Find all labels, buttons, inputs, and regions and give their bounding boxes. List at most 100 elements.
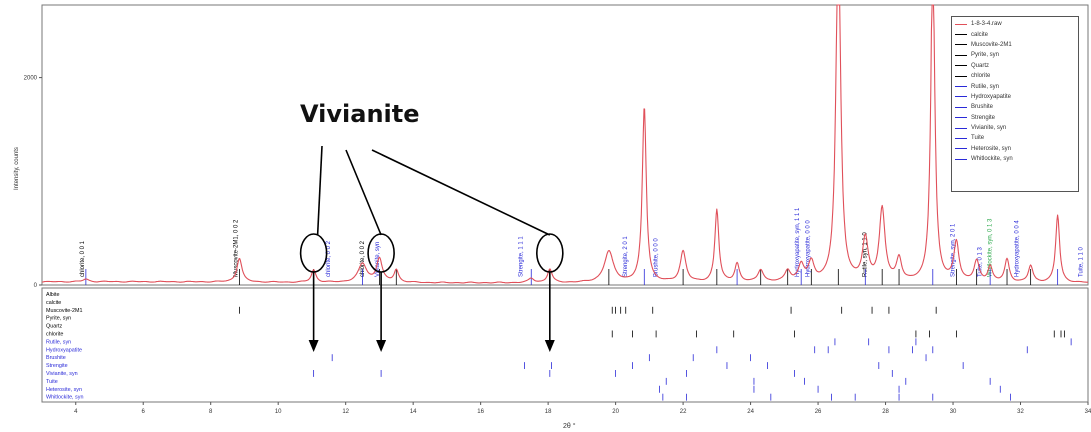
- reference-pattern-name: Heterosite, syn: [46, 387, 82, 393]
- legend-swatch: [955, 75, 967, 77]
- legend-label: Rutile, syn: [971, 83, 1000, 90]
- x-tick-label: 34: [1085, 409, 1091, 415]
- y-axis: 0 2000: [24, 76, 42, 289]
- x-axis-label: 2θ °: [563, 422, 576, 430]
- legend-swatch: [955, 106, 967, 108]
- x-tick-label: 26: [815, 409, 822, 415]
- peak-label: Hydroxyapatite, 0 0 0: [805, 220, 811, 277]
- reference-pattern-name: Rutile, syn: [46, 339, 71, 345]
- x-tick-label: 20: [612, 409, 619, 415]
- legend-entry: 1-8-3-4.raw: [955, 19, 1075, 29]
- legend-swatch: [955, 65, 967, 67]
- peak-label: Hydroxyapatite, syn, 1 1 1: [795, 207, 801, 277]
- chart-legend: 1-8-3-4.raw calcite Muscovite-2M1 Pyrite, s…: [951, 16, 1079, 192]
- x-tick-label: 28: [882, 409, 889, 415]
- peak-label: Brushite, 0 0 0: [653, 238, 659, 277]
- reference-pattern-name: calcite: [46, 300, 61, 306]
- y-tick-label: 0: [34, 283, 38, 289]
- reference-pattern-frame: [41, 287, 1089, 403]
- legend-entry: Quartz: [955, 61, 1075, 71]
- legend-entry: Hydroxyapatite: [955, 92, 1075, 102]
- x-tick-label: 32: [1017, 409, 1024, 415]
- reference-pattern-name: Albite: [46, 292, 60, 298]
- reference-pattern-name: Strengite: [46, 363, 68, 369]
- annotation-pointer-line: [345, 149, 382, 236]
- legend-label: Quartz: [971, 62, 990, 69]
- annotation-arrow-head: [544, 340, 555, 352]
- legend-label: Vivianite, syn: [971, 125, 1007, 132]
- legend-swatch: [955, 54, 967, 56]
- reference-pattern-name: Muscovite-2M1: [46, 308, 83, 314]
- annotation-arrow-head: [308, 340, 319, 352]
- legend-swatch: [955, 117, 967, 119]
- peak-label: Muscovite-2M1, 0 0 2: [233, 219, 239, 277]
- x-tick-label: 24: [747, 409, 754, 415]
- legend-swatch: [955, 96, 967, 98]
- annotation-arrow-head: [376, 340, 387, 352]
- legend-swatch: [955, 148, 967, 150]
- annotation-pointer-line: [316, 145, 323, 236]
- peak-labels: chlorite, 0 0 1 Muscovite-2M1, 0 0 2 chlor…: [80, 207, 1085, 277]
- legend-swatch: [955, 44, 967, 46]
- legend-label: Brushite: [971, 104, 994, 111]
- legend-label: Tuite: [971, 135, 985, 142]
- stick-pattern: [85, 269, 1059, 285]
- legend-label: Heterosite, syn: [971, 145, 1012, 152]
- legend-entry: Vivianite, syn: [955, 123, 1075, 133]
- y-axis-label: Intensity, counts: [14, 147, 20, 190]
- legend-label: chlorite: [971, 73, 991, 80]
- x-tick-label: 10: [275, 409, 282, 415]
- legend-label: 1-8-3-4.raw: [971, 21, 1002, 28]
- legend-entry: chlorite: [955, 71, 1075, 81]
- reference-pattern-name: Tuite: [46, 379, 58, 385]
- legend-swatch: [955, 158, 967, 160]
- legend-entry: Pyrite, syn: [955, 50, 1075, 60]
- x-tick-label: 8: [209, 409, 213, 415]
- reference-pattern-name: chlorite: [46, 332, 63, 338]
- plot-area-frame: [41, 4, 1089, 286]
- legend-swatch: [955, 137, 967, 139]
- legend-label: Strengite: [971, 114, 996, 121]
- reference-pattern-name: Whitlockite, syn: [46, 395, 83, 401]
- x-axis: 4 6 8 10 12 14 16 18 20 22 24 26 28 30 32 34: [74, 402, 1091, 415]
- legend-label: Hydroxyapatite: [971, 93, 1012, 100]
- legend-label: Muscovite-2M1: [971, 41, 1012, 48]
- legend-label: Pyrite, syn: [971, 52, 1000, 59]
- vivianite-annotation-label: Vivianite: [300, 100, 420, 128]
- legend-entry: Strengite: [955, 113, 1075, 123]
- x-tick-label: 18: [545, 409, 552, 415]
- reference-pattern-name: Pyrite, syn: [46, 316, 71, 322]
- reference-lines: [238, 306, 1072, 401]
- x-tick-label: 16: [477, 409, 484, 415]
- vivianite-annotation: [299, 145, 564, 352]
- peak-label: chlorite, 0 0 2: [326, 240, 332, 277]
- legend-label: calcite: [971, 31, 989, 38]
- peak-label: Hydroxyapatite, 0 0 4: [1015, 220, 1021, 277]
- reference-pattern-name: Brushite: [46, 355, 66, 361]
- reference-pattern-name: Hydroxyapatite: [46, 347, 82, 353]
- peak-label: Rutile, syn, 1 1 0: [863, 232, 869, 277]
- legend-entry: Heterosite, syn: [955, 144, 1075, 154]
- diffraction-trace: [41, 4, 1088, 284]
- x-tick-label: 6: [142, 409, 146, 415]
- legend-swatch: [955, 127, 967, 129]
- peak-label: chlorite, 0 0 1: [80, 240, 86, 277]
- legend-entry: calcite: [955, 29, 1075, 39]
- annotation-pointer-line: [371, 149, 551, 236]
- legend-entry: Muscovite-2M1: [955, 40, 1075, 50]
- peak-label: Strengite, syn, 2 0 1: [950, 223, 956, 277]
- legend-swatch: [955, 34, 967, 36]
- legend-entry: Rutile, syn: [955, 81, 1075, 91]
- x-tick-label: 4: [74, 409, 78, 415]
- legend-entry: Brushite: [955, 102, 1075, 112]
- reference-pattern-name: Vivianite, syn: [46, 371, 78, 377]
- legend-entry: Tuite: [955, 133, 1075, 143]
- x-tick-label: 22: [680, 409, 687, 415]
- x-tick-label: 14: [410, 409, 417, 415]
- peak-label: chlorite, 0 0 2: [360, 240, 366, 277]
- reference-pattern-names: Albite calcite Muscovite-2M1 Pyrite, syn Qua…: [46, 292, 83, 401]
- y-tick-label: 2000: [24, 76, 38, 82]
- legend-entry: Whitlockite, syn: [955, 154, 1075, 164]
